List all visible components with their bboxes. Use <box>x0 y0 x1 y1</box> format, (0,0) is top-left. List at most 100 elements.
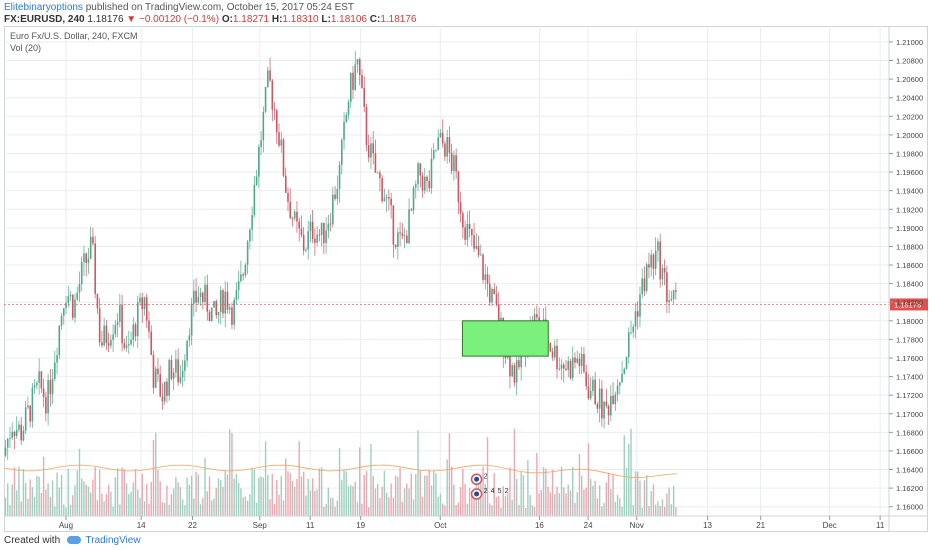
volume-bar <box>587 443 590 516</box>
candle-body <box>85 253 88 263</box>
volume-bar <box>343 469 345 516</box>
candle-body <box>363 87 366 107</box>
candle-body <box>520 351 522 368</box>
volume-bar <box>628 443 630 516</box>
volume-bar <box>614 501 617 516</box>
candle-body <box>280 139 283 146</box>
volume-bar <box>486 437 489 516</box>
candle-body <box>150 331 153 355</box>
volume-bar <box>150 481 152 516</box>
candle-body <box>495 294 498 305</box>
volume-bar <box>307 478 309 516</box>
candle-body <box>92 236 94 244</box>
volume-bar <box>379 498 381 516</box>
volume-bar <box>155 432 157 516</box>
candle-body <box>614 394 617 405</box>
candle-body <box>20 424 22 441</box>
candle-body <box>675 290 677 292</box>
candle-body <box>278 132 280 146</box>
volume-bar <box>269 499 271 516</box>
candle-body <box>562 364 565 369</box>
volume-bar <box>101 493 103 516</box>
tradingview-link[interactable]: TradingView <box>85 535 141 546</box>
volume-bar <box>424 475 426 516</box>
y-tick-label: 1.18800 <box>896 242 923 251</box>
publisher-link[interactable]: Elitebinaryoptions <box>4 2 83 13</box>
candle-body <box>22 430 25 441</box>
volume-bar <box>403 488 406 516</box>
candle-body <box>170 359 173 379</box>
y-tick-label: 1.20600 <box>896 75 923 84</box>
volume-bar <box>556 486 558 516</box>
y-tick-label: 1.20200 <box>896 112 923 121</box>
volume-bar <box>572 466 574 516</box>
candle-body <box>74 299 76 318</box>
y-tick-label: 1.19000 <box>896 224 923 233</box>
y-tick-label: 1.16800 <box>896 428 923 437</box>
volume-bar <box>168 504 170 516</box>
candle-body <box>370 143 372 158</box>
candle-body <box>148 320 150 332</box>
candle-body <box>441 132 444 144</box>
volume-bar <box>630 428 632 516</box>
volume-bar <box>94 467 96 516</box>
volume-bar <box>190 475 193 516</box>
volume-bar <box>296 478 298 516</box>
candle-body <box>381 178 383 202</box>
candle-body <box>630 332 632 334</box>
candle-body <box>24 407 27 431</box>
volume-bar <box>233 478 235 516</box>
y-tick-label: 1.16400 <box>896 466 923 475</box>
candle-body <box>565 368 567 370</box>
volume-bar <box>417 430 419 516</box>
chart-area[interactable]: 1.18176 2 2 4 5 2 1.21000 1.20800 1.20600 1.2040… <box>3 26 928 532</box>
event-label: 5 <box>498 488 502 495</box>
x-tick-label: Nov <box>630 521 644 530</box>
x-tick-label: 22 <box>188 521 197 530</box>
volume-bar <box>208 476 211 516</box>
candle-body <box>215 301 218 316</box>
candle-body <box>282 139 285 176</box>
volume-bar <box>132 482 134 516</box>
x-tick-label: 19 <box>356 521 365 530</box>
candle-body <box>298 221 301 229</box>
volume-bar <box>240 488 242 516</box>
volume-bar <box>607 472 610 516</box>
candle-body <box>65 302 67 309</box>
volume-bar <box>47 483 49 516</box>
candle-body <box>621 373 623 383</box>
candle-body <box>119 305 121 322</box>
volume-bar <box>350 485 352 516</box>
high-label: H: <box>271 14 283 25</box>
candle-body <box>385 197 388 199</box>
volume-bar <box>318 468 321 516</box>
candle-body <box>612 395 614 405</box>
volume-bar <box>107 484 110 516</box>
candle-body <box>652 254 655 269</box>
candle-body <box>493 288 496 295</box>
volume-bar <box>103 501 105 516</box>
candle-body <box>444 143 446 157</box>
volume-bar <box>202 497 204 516</box>
candle-body <box>659 241 661 280</box>
volume-bar <box>637 471 639 516</box>
volume-bar <box>441 503 444 516</box>
candle-body <box>33 385 36 388</box>
candle-body <box>610 395 612 416</box>
candle-body <box>172 372 175 379</box>
volume-bar <box>359 447 361 516</box>
volume-bar <box>56 472 58 516</box>
candle-body <box>518 360 520 368</box>
volume-bar <box>567 484 569 516</box>
last-price-badge-label: 1.18176 <box>894 300 921 309</box>
volume-bar <box>672 485 675 516</box>
candle-body <box>423 176 426 191</box>
candle-body <box>141 297 144 310</box>
volume-bar <box>72 495 74 516</box>
volume-bar <box>457 502 460 516</box>
candle-body <box>468 223 471 229</box>
candle-body <box>358 59 361 76</box>
x-tick-label: 11 <box>306 521 315 530</box>
volume-bar <box>137 489 139 516</box>
